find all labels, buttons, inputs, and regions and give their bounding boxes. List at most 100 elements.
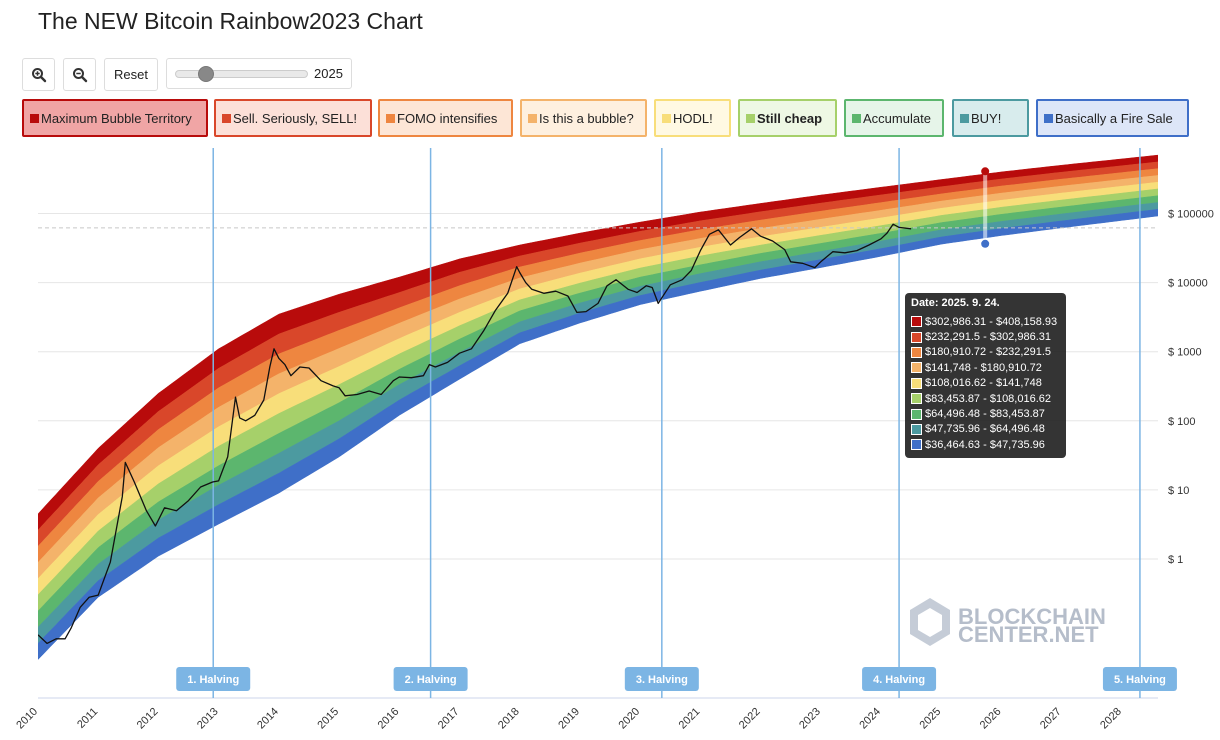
halving-label-box [393,667,468,691]
halving-label-box [624,667,699,691]
halving-label: 3. Halving [636,674,688,686]
tooltip-range: $47,735.96 - $64,496.48 [925,423,1045,436]
tooltip-range: $36,464.63 - $47,735.96 [925,438,1045,451]
logo-text-line1: BLOCKCHAIN [958,604,1106,629]
x-tick-label: 2016 [376,706,402,732]
legend-item-buy[interactable]: BUY! [952,99,1029,137]
x-tick-label: 2015 [315,706,341,732]
halving-label: 5. Halving [1114,674,1166,686]
legend-label: Accumulate [863,110,931,126]
legend-label: FOMO intensifies [397,110,498,126]
x-tick-label: 2011 [75,706,100,731]
year-slider: 2025 [165,58,352,89]
legend-label: Sell. Seriously, SELL! [233,110,358,126]
legend-label: Basically a Fire Sale [1055,110,1173,126]
legend-label: Is this a bubble? [539,110,634,126]
legend-label: Maximum Bubble Territory [41,110,192,126]
x-tick-label: 2018 [496,706,522,732]
tooltip-row: $141,748 - $180,910.72 [911,360,1060,375]
x-tick-label: 2026 [978,706,1004,732]
zoom-out-button[interactable] [63,58,96,91]
tooltip-date: Date: 2025. 9. 24. [911,297,1000,309]
zoom-in-icon [31,67,46,82]
tooltip-swatch [911,439,922,451]
logo-cube-inner [918,608,942,637]
x-tick-label: 2017 [436,706,462,732]
tooltip-row: $180,910.72 - $232,291.5 [911,345,1060,360]
x-tick-label: 2013 [195,706,221,732]
legend-label: BUY! [971,110,1002,126]
tooltip-swatch [911,362,922,374]
halving-label-box [1102,667,1177,691]
year-slider-track[interactable] [174,65,309,82]
tooltip-range: $302,986.31 - $408,158.93 [925,315,1058,328]
tooltip-range: $108,016.62 - $141,748 [925,377,1042,390]
x-tick-label: 2012 [135,706,161,732]
x-tick-label: 2024 [857,706,883,732]
tooltip-row: $64,496.48 - $83,453.87 [911,406,1060,421]
rainbow-band [38,208,1158,660]
tooltip-row: $108,016.62 - $141,748 [911,376,1060,391]
tooltip-swatch [911,316,922,328]
year-slider-thumb[interactable] [198,65,215,82]
legend-item-sell-seriously-sell[interactable]: Sell. Seriously, SELL! [214,99,372,137]
legend-swatch [30,113,39,123]
legend-label: Still cheap [757,110,823,126]
y-tick-label: $ 100 [1168,416,1196,428]
halving-label: 1. Halving [187,674,239,686]
legend-item-maximum-bubble-territory[interactable]: Maximum Bubble Territory [22,99,208,137]
y-tick-label: $ 1 [1168,554,1183,566]
tooltip-range: $232,291.5 - $302,986.31 [925,331,1052,344]
x-tick-label: 2021 [677,706,703,732]
x-tick-label: 2023 [797,706,823,732]
tooltip-range: $64,496.48 - $83,453.87 [925,408,1045,421]
legend-item-is-this-a-bubble[interactable]: Is this a bubble? [520,99,647,137]
reset-button[interactable]: Reset [104,58,158,91]
x-tick-label: 2020 [616,706,642,732]
legend-swatch [222,113,231,123]
logo-text-line2: CENTER.NET [958,622,1099,647]
chart-toolbar: Reset 2025 [22,58,352,91]
legend-swatch [1044,113,1053,123]
logo-cube-icon [910,598,950,646]
x-tick-label: 2028 [1098,706,1124,732]
tooltip-swatch [911,408,922,420]
tooltip-swatch [911,423,922,435]
x-tick-label: 2019 [556,706,582,732]
tooltip-range: $141,748 - $180,910.72 [925,361,1042,374]
chart-tooltip: Date: 2025. 9. 24. $302,986.31 - $408,15… [905,293,1066,458]
page-title: The NEW Bitcoin Rainbow2023 Chart [38,8,423,34]
legend-item-accumulate[interactable]: Accumulate [844,99,944,137]
price-line [38,223,912,645]
legend-swatch [528,113,537,123]
legend-item-still-cheap[interactable]: Still cheap [738,99,837,137]
x-tick-label: 2010 [14,706,40,732]
halving-label-box [862,667,937,691]
tooltip-swatch [911,393,922,405]
tooltip-row: $36,464.63 - $47,735.96 [911,437,1060,452]
halving-label-box [176,667,251,691]
hover-marker-bottom [981,239,990,248]
tooltip-row: $302,986.31 - $408,158.93 [911,314,1060,329]
y-tick-label: $ 1000 [1168,347,1202,359]
legend-item-basically-a-fire-sale[interactable]: Basically a Fire Sale [1036,99,1189,137]
tooltip-range: $180,910.72 - $232,291.5 [925,346,1052,359]
tooltip-row: $232,291.5 - $302,986.31 [911,329,1060,344]
legend-item-fomo-intensifies[interactable]: FOMO intensifies [378,99,513,137]
tooltip-swatch [911,377,922,389]
year-slider-value: 2025 [314,66,343,81]
y-tick-label: $ 10 [1168,485,1189,497]
legend-swatch [960,113,969,123]
x-tick-label: 2022 [737,706,763,732]
legend-swatch [746,113,755,123]
halving-label: 2. Halving [405,674,457,686]
zoom-out-icon [72,67,87,82]
y-tick-label: $ 100000 [1168,209,1214,221]
y-tick-label: $ 10000 [1168,278,1208,290]
legend-item-hodl[interactable]: HODL! [654,99,731,137]
tooltip-range: $83,453.87 - $108,016.62 [925,392,1052,405]
zoom-in-button[interactable] [22,58,55,91]
tooltip-swatch [911,331,922,343]
